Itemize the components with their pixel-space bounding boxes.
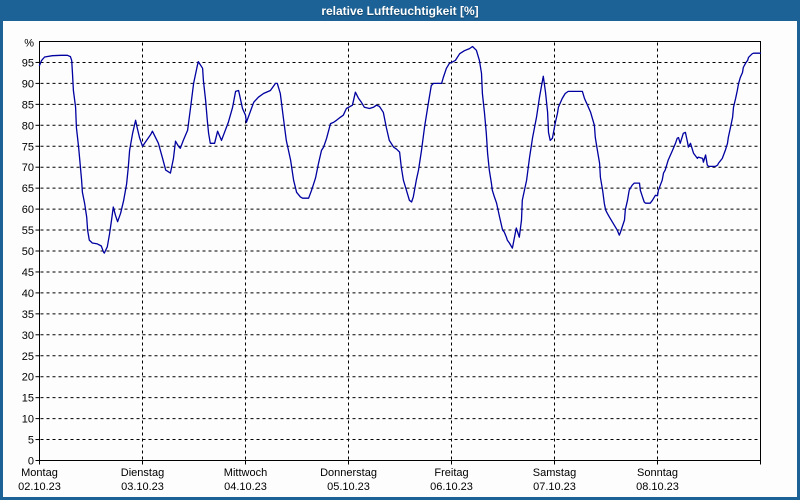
y-tick-label: 20 — [22, 372, 34, 384]
humidity-series-line — [38, 45, 762, 254]
day-date-label: 07.10.23 — [533, 481, 576, 493]
y-tick-label: 80 — [22, 120, 34, 132]
y-tick-label: 75 — [22, 141, 34, 153]
window-frame-right — [797, 21, 800, 500]
y-tick-label: 85 — [22, 99, 34, 111]
y-tick-label: 0 — [28, 456, 34, 468]
plot-border — [39, 41, 761, 461]
y-tick-label: 40 — [22, 288, 34, 300]
day-name-label: Freitag — [434, 467, 468, 479]
day-name-label: Samstag — [533, 467, 576, 479]
day-date-label: 06.10.23 — [430, 481, 473, 493]
day-name-label: Dienstag — [121, 467, 164, 479]
y-tick-label: 50 — [22, 246, 34, 258]
window-titlebar[interactable]: relative Luftfeuchtigkeit [%] — [0, 0, 800, 21]
day-name-label: Mittwoch — [224, 467, 267, 479]
gridlines — [40, 42, 760, 460]
day-name-label: Sonntag — [637, 467, 678, 479]
x-axis-labels: Montag 02.10.23 Dienstag 03.10.23 Mittwoch 04… — [18, 467, 679, 493]
y-tick-label: 15 — [22, 393, 34, 405]
y-tick-label: 95 — [22, 57, 34, 69]
y-tick-label: 10 — [22, 414, 34, 426]
window-frame-left — [0, 21, 3, 500]
y-tick-label: 70 — [22, 162, 34, 174]
y-tick-label: 55 — [22, 225, 34, 237]
chart-area — [3, 21, 797, 497]
day-name-label: Montag — [21, 467, 58, 479]
y-tick-label: 60 — [22, 204, 34, 216]
window-frame-bottom — [0, 497, 800, 500]
y-tick-label: 65 — [22, 183, 34, 195]
y-tick-label: 30 — [22, 330, 34, 342]
axes — [35, 41, 761, 465]
y-tick-label: 35 — [22, 309, 34, 321]
day-name-label: Donnerstag — [320, 467, 377, 479]
window-title: relative Luftfeuchtigkeit [%] — [321, 3, 479, 18]
day-date-label: 08.10.23 — [636, 481, 679, 493]
day-date-label: 03.10.23 — [121, 481, 164, 493]
y-tick-label: 5 — [28, 435, 34, 447]
y-tick-label: 45 — [22, 267, 34, 279]
y-axis-labels: 0 5 10 15 20 25 30 35 40 45 50 55 60 65 70 75 80 85 90 95% — [22, 38, 34, 468]
day-date-label: 05.10.23 — [327, 481, 370, 493]
y-axis-unit-label: % — [24, 38, 34, 50]
y-tick-label: 25 — [22, 351, 34, 363]
day-date-label: 04.10.23 — [224, 481, 267, 493]
y-tick-label: 90 — [22, 78, 34, 90]
data-series — [38, 45, 762, 254]
day-date-label: 02.10.23 — [18, 481, 61, 493]
